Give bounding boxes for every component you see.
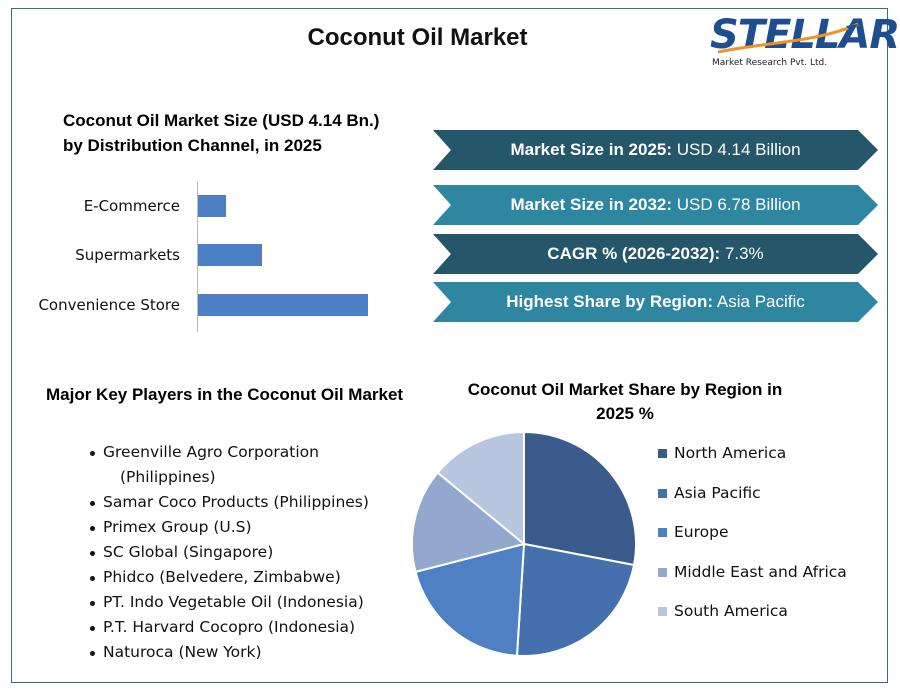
key-player-item: Samar Coco Products (Philippines) [88, 490, 369, 515]
legend-label: Europe [674, 523, 729, 542]
banner-text: CAGR % (2026-2032): 7.3% [433, 234, 878, 274]
key-player-text: P.T. Harvard Cocopro (Indonesia) [103, 618, 356, 636]
key-player-text: Naturoca (New York) [103, 643, 262, 661]
bar-chart-axis [197, 182, 198, 332]
logo-swoosh-icon [717, 22, 859, 54]
banner-label: CAGR % (2026-2032): [547, 244, 721, 263]
legend-label: South America [674, 602, 788, 621]
legend-swatch [658, 488, 667, 498]
pie-slice [436, 430, 525, 547]
key-figure-banner: Market Size in 2025: USD 4.14 Billion [433, 130, 878, 170]
key-player-item: Phidco (Belvedere, Zimbabwe) [88, 565, 369, 590]
bar-chart-title: Coconut Oil Market Size (USD 4.14 Bn.) b… [63, 111, 380, 155]
infographic-frame [11, 8, 888, 683]
legend-swatch [658, 567, 667, 577]
key-figure-banner: Highest Share by Region: Asia Pacific [433, 282, 878, 322]
logo-tagline: Market Research Pvt. Ltd. [712, 58, 828, 68]
banner-value: Asia Pacific [713, 292, 805, 311]
pie-chart-title: Coconut Oil Market Share by Region in 20… [467, 380, 783, 423]
banner-text: Highest Share by Region: Asia Pacific [433, 282, 878, 322]
banner-label: Market Size in 2032: [510, 195, 673, 214]
bar [198, 244, 263, 266]
key-figure-banner: Market Size in 2032: USD 6.78 Billion [433, 185, 878, 225]
key-player-text: Primex Group (U.S) [103, 518, 252, 536]
legend-swatch [658, 607, 667, 617]
banner-label: Highest Share by Region: [506, 292, 714, 311]
key-player-item: P.T. Harvard Cocopro (Indonesia) [88, 615, 369, 640]
legend-label: North America [674, 444, 787, 462]
pie-slice [523, 430, 637, 567]
page-title: Coconut Oil Market [307, 24, 528, 51]
key-player-text: Phidco (Belvedere, Zimbabwe) [103, 568, 341, 586]
pie-slice [515, 542, 636, 657]
legend-label: Middle East and Africa [674, 562, 847, 581]
key-players-list: Greenville Agro Corporation (Philippines)… [88, 440, 369, 665]
pie-slice [414, 542, 526, 657]
legend-label: Asia Pacific [674, 483, 761, 502]
banner-value: USD 6.78 Billion [672, 195, 801, 214]
pie-chart [411, 430, 637, 657]
banner-value: 7.3% [720, 244, 764, 263]
legend-swatch [658, 449, 667, 458]
stellar-logo: STELLAR Market Research Pvt. Ltd. [708, 12, 900, 70]
legend-item: Middle East and Africa [658, 561, 847, 601]
key-player-text: (Philippines) [120, 468, 216, 486]
bar-label: Supermarkets [75, 246, 180, 264]
key-player-item: SC Global (Singapore) [88, 540, 369, 565]
bar [198, 294, 368, 316]
legend-item: North America [658, 442, 847, 482]
key-player-text: Greenville Agro Corporation [103, 443, 319, 461]
pie-legend: North America Asia Pacific Europe Middle Ea… [658, 442, 847, 640]
banner-value: USD 4.14 Billion [672, 140, 801, 159]
key-players-title: Major Key Players in the Coconut Oil Mar… [46, 385, 404, 404]
legend-item: South America [658, 600, 847, 640]
legend-item: Europe [658, 521, 847, 561]
bar [198, 195, 226, 217]
key-player-item: PT. Indo Vegetable Oil (Indonesia) [88, 590, 369, 615]
logo-name: STELLAR [710, 12, 900, 58]
key-player-text: PT. Indo Vegetable Oil (Indonesia) [103, 593, 364, 611]
key-player-text: Samar Coco Products (Philippines) [103, 493, 369, 511]
legend-item: Asia Pacific [658, 482, 847, 522]
key-player-item: Primex Group (U.S) [88, 515, 369, 540]
key-figure-banner: CAGR % (2026-2032): 7.3% [433, 234, 878, 274]
key-player-text: SC Global (Singapore) [103, 543, 274, 561]
banner-text: Market Size in 2032: USD 6.78 Billion [433, 185, 878, 225]
pie-slice [411, 471, 527, 574]
bar-label: Convenience Store [38, 296, 180, 314]
bar-label: E-Commerce [83, 197, 180, 215]
banner-text: Market Size in 2025: USD 4.14 Billion [433, 130, 878, 170]
legend-swatch [658, 528, 667, 538]
key-player-item: Naturoca (New York) [88, 640, 369, 665]
banner-label: Market Size in 2025: [510, 140, 673, 159]
key-player-item: Greenville Agro Corporation (Philippines) [88, 440, 369, 490]
